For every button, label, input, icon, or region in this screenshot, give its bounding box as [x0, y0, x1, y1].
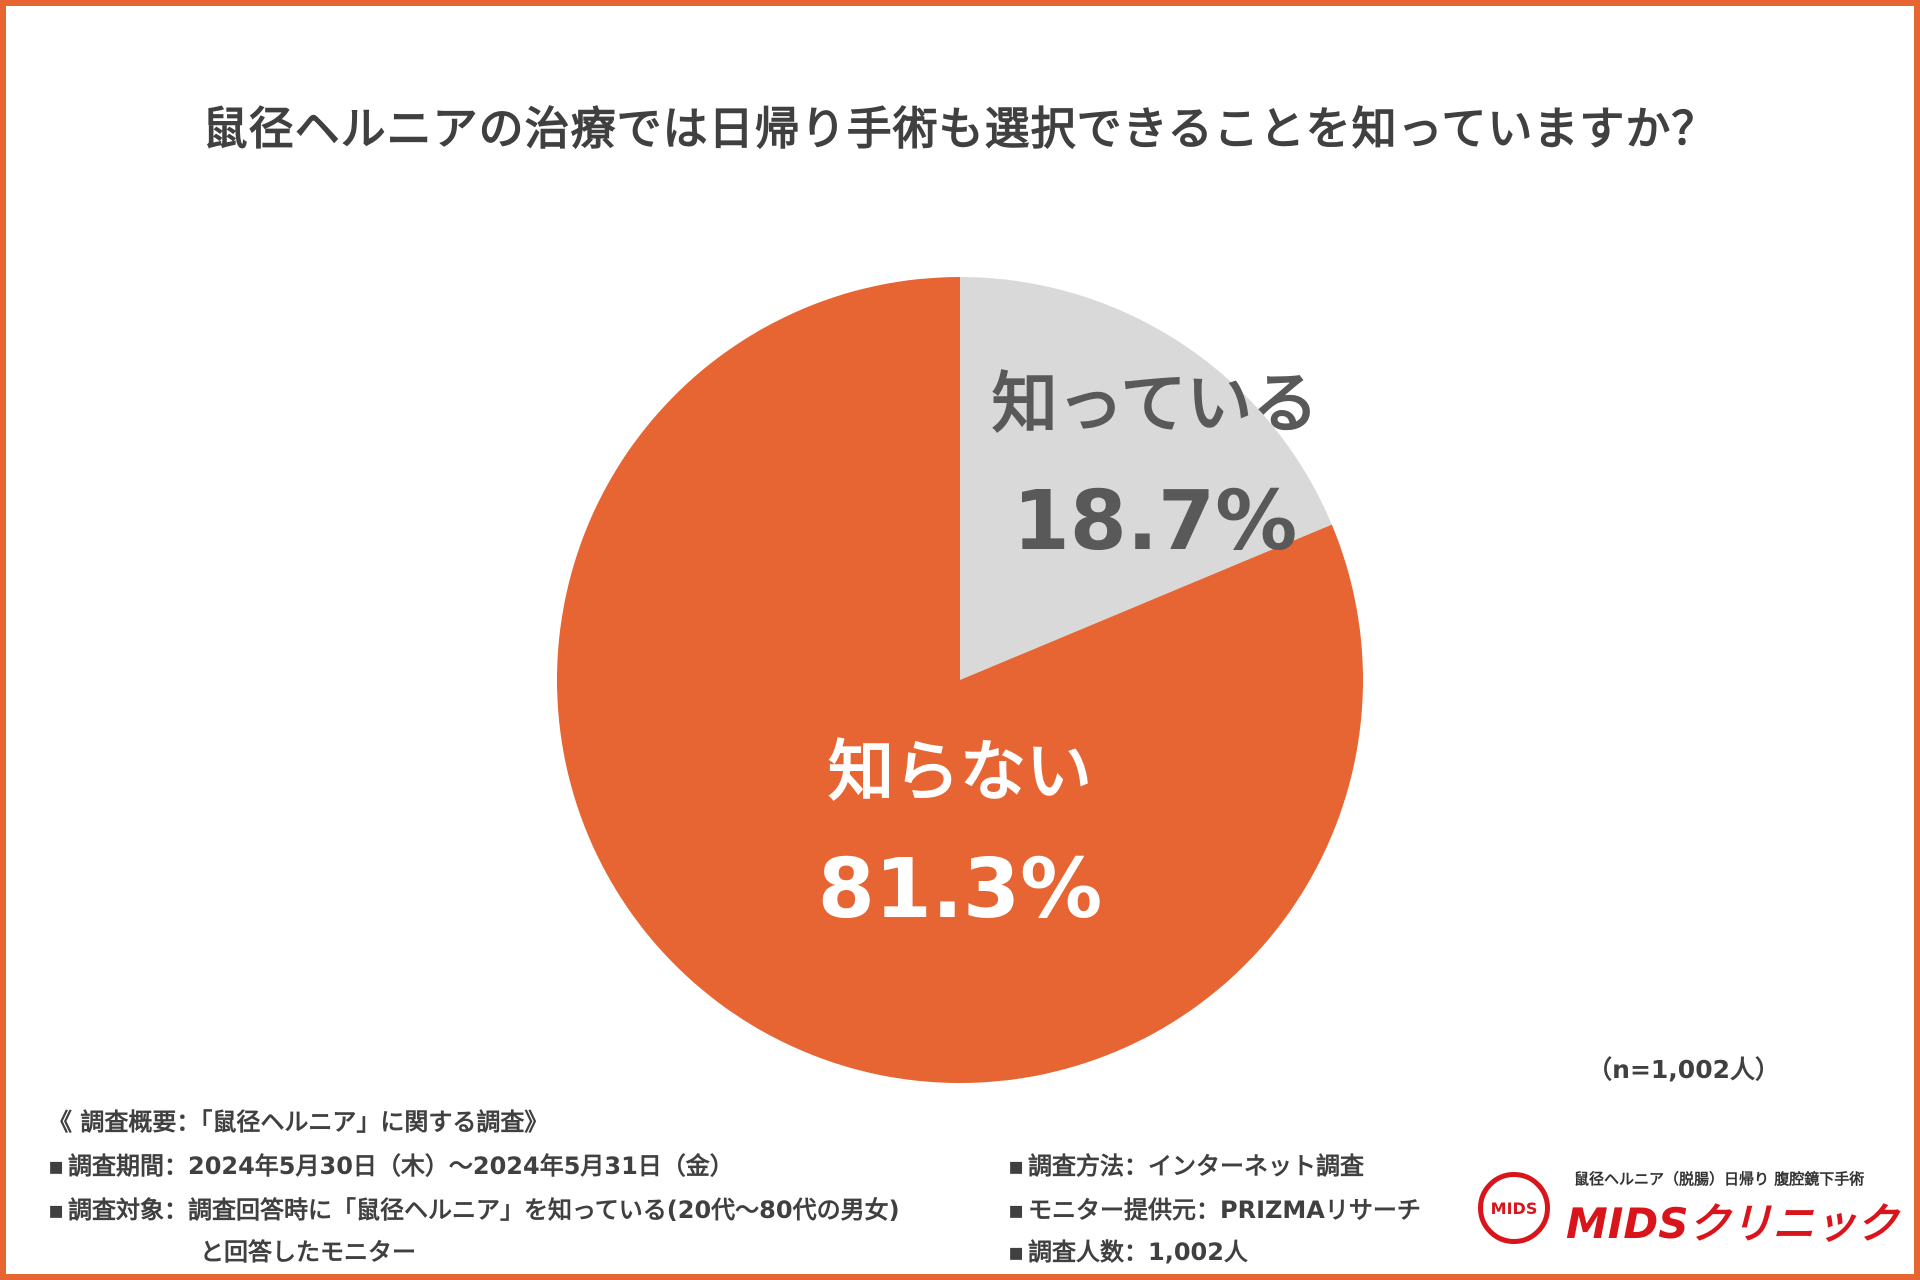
bullet-icon: ▪ [1008, 1152, 1025, 1180]
survey-count: ▪ 調査人数：1,002人 [1008, 1232, 1248, 1267]
pie-slice-unknown [557, 277, 1363, 1083]
bullet-icon: ▪ [1008, 1196, 1025, 1224]
survey-provider: ▪ モニター提供元：PRIZMAリサーチ [1008, 1190, 1421, 1225]
bullet-icon: ▪ [48, 1196, 65, 1224]
slice-name-unknown: 知らない [828, 733, 1092, 810]
slice-value-known: 18.7% [1012, 474, 1298, 569]
survey-heading: 《 調査概要：「鼠径ヘルニア」に関する調査》 [48, 1108, 549, 1136]
slice-name-known: 知っている [991, 365, 1319, 442]
logo-mark: MIDS [1478, 1172, 1550, 1244]
survey-method: ▪ 調査方法：インターネット調査 [1008, 1146, 1364, 1181]
logo-tagline: 鼠径ヘルニア（脱腸）日帰り 腹腔鏡下手術 [1574, 1170, 1865, 1188]
clinic-logo: MIDS 鼠径ヘルニア（脱腸）日帰り 腹腔鏡下手術 MIDSクリニック [1470, 1160, 1899, 1250]
pie-slice-known [960, 277, 1332, 680]
sample-size-note: （n=1,002人） [1587, 1055, 1780, 1084]
bullet-icon: ▪ [48, 1152, 65, 1180]
slice-value-unknown: 81.3% [817, 842, 1103, 937]
survey-provider-text: モニター提供元：PRIZMAリサーチ [1028, 1196, 1421, 1224]
survey-target-text: 調査対象：調査回答時に「鼠径ヘルニア」を知っている(20代〜80代の男女) [68, 1196, 900, 1224]
survey-period-text: 調査期間：2024年5月30日（木）〜2024年5月31日（金） [68, 1152, 734, 1180]
logo-name: MIDSクリニック [1566, 1199, 1899, 1248]
survey-target: ▪ 調査対象：調査回答時に「鼠径ヘルニア」を知っている(20代〜80代の男女) [48, 1190, 900, 1225]
slice-label-known: 知っている 18.7% [990, 350, 1320, 569]
survey-method-text: 調査方法：インターネット調査 [1028, 1152, 1364, 1180]
survey-period: ▪ 調査期間：2024年5月30日（木）〜2024年5月31日（金） [48, 1146, 734, 1181]
chart-title: 鼠径ヘルニアの治療では日帰り手術も選択できることを知っていますか？ [202, 102, 1718, 155]
survey-count-text: 調査人数：1,002人 [1028, 1238, 1248, 1266]
slice-label-unknown: 知らない 81.3% [810, 718, 1110, 937]
survey-target-cont: と回答したモニター [200, 1238, 416, 1266]
bullet-icon: ▪ [1008, 1238, 1025, 1266]
